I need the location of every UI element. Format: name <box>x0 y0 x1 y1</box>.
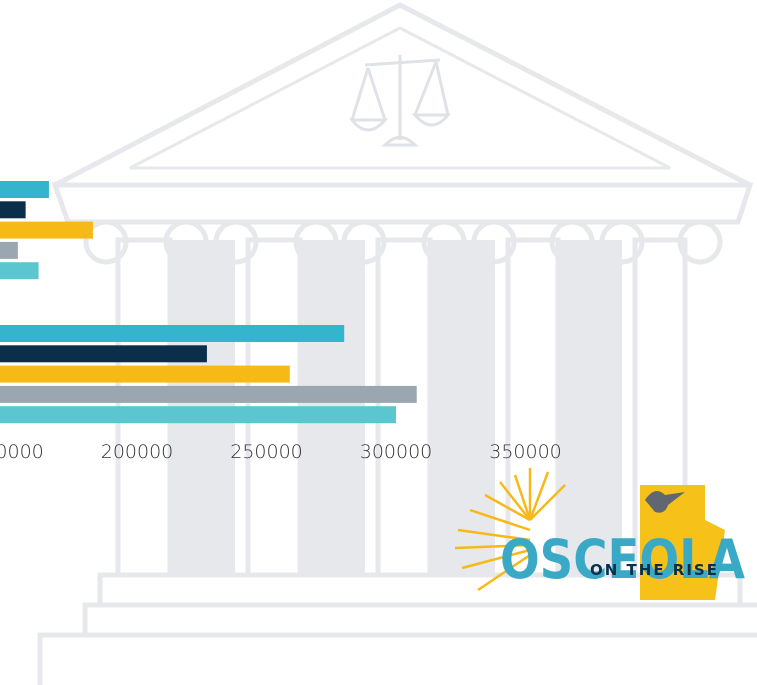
x-axis: 150000 200000 250000 300000 350000 <box>0 441 562 463</box>
bar <box>0 406 396 424</box>
x-tick-label: 350000 <box>489 441 562 463</box>
county-shape <box>640 485 725 600</box>
logo-tagline: ON THE RISE <box>590 561 719 579</box>
bar <box>0 345 207 363</box>
x-tick-label: 300000 <box>360 441 433 463</box>
logo: OSCEOLA ON THE RISE <box>454 468 745 600</box>
x-tick-label: 150000 <box>0 441 44 463</box>
bar <box>0 365 290 383</box>
x-tick-label: 200000 <box>101 441 174 463</box>
plot <box>0 181 417 424</box>
logo-title: OSCEOLA <box>500 528 745 591</box>
bar <box>0 201 26 219</box>
sun-rays <box>454 468 566 592</box>
bar <box>0 385 417 403</box>
bar <box>0 241 18 259</box>
bar <box>0 221 93 239</box>
bird <box>645 491 685 513</box>
bar <box>0 325 345 342</box>
x-tick-label: 250000 <box>230 441 303 463</box>
bar <box>0 262 39 280</box>
bar <box>0 181 49 198</box>
